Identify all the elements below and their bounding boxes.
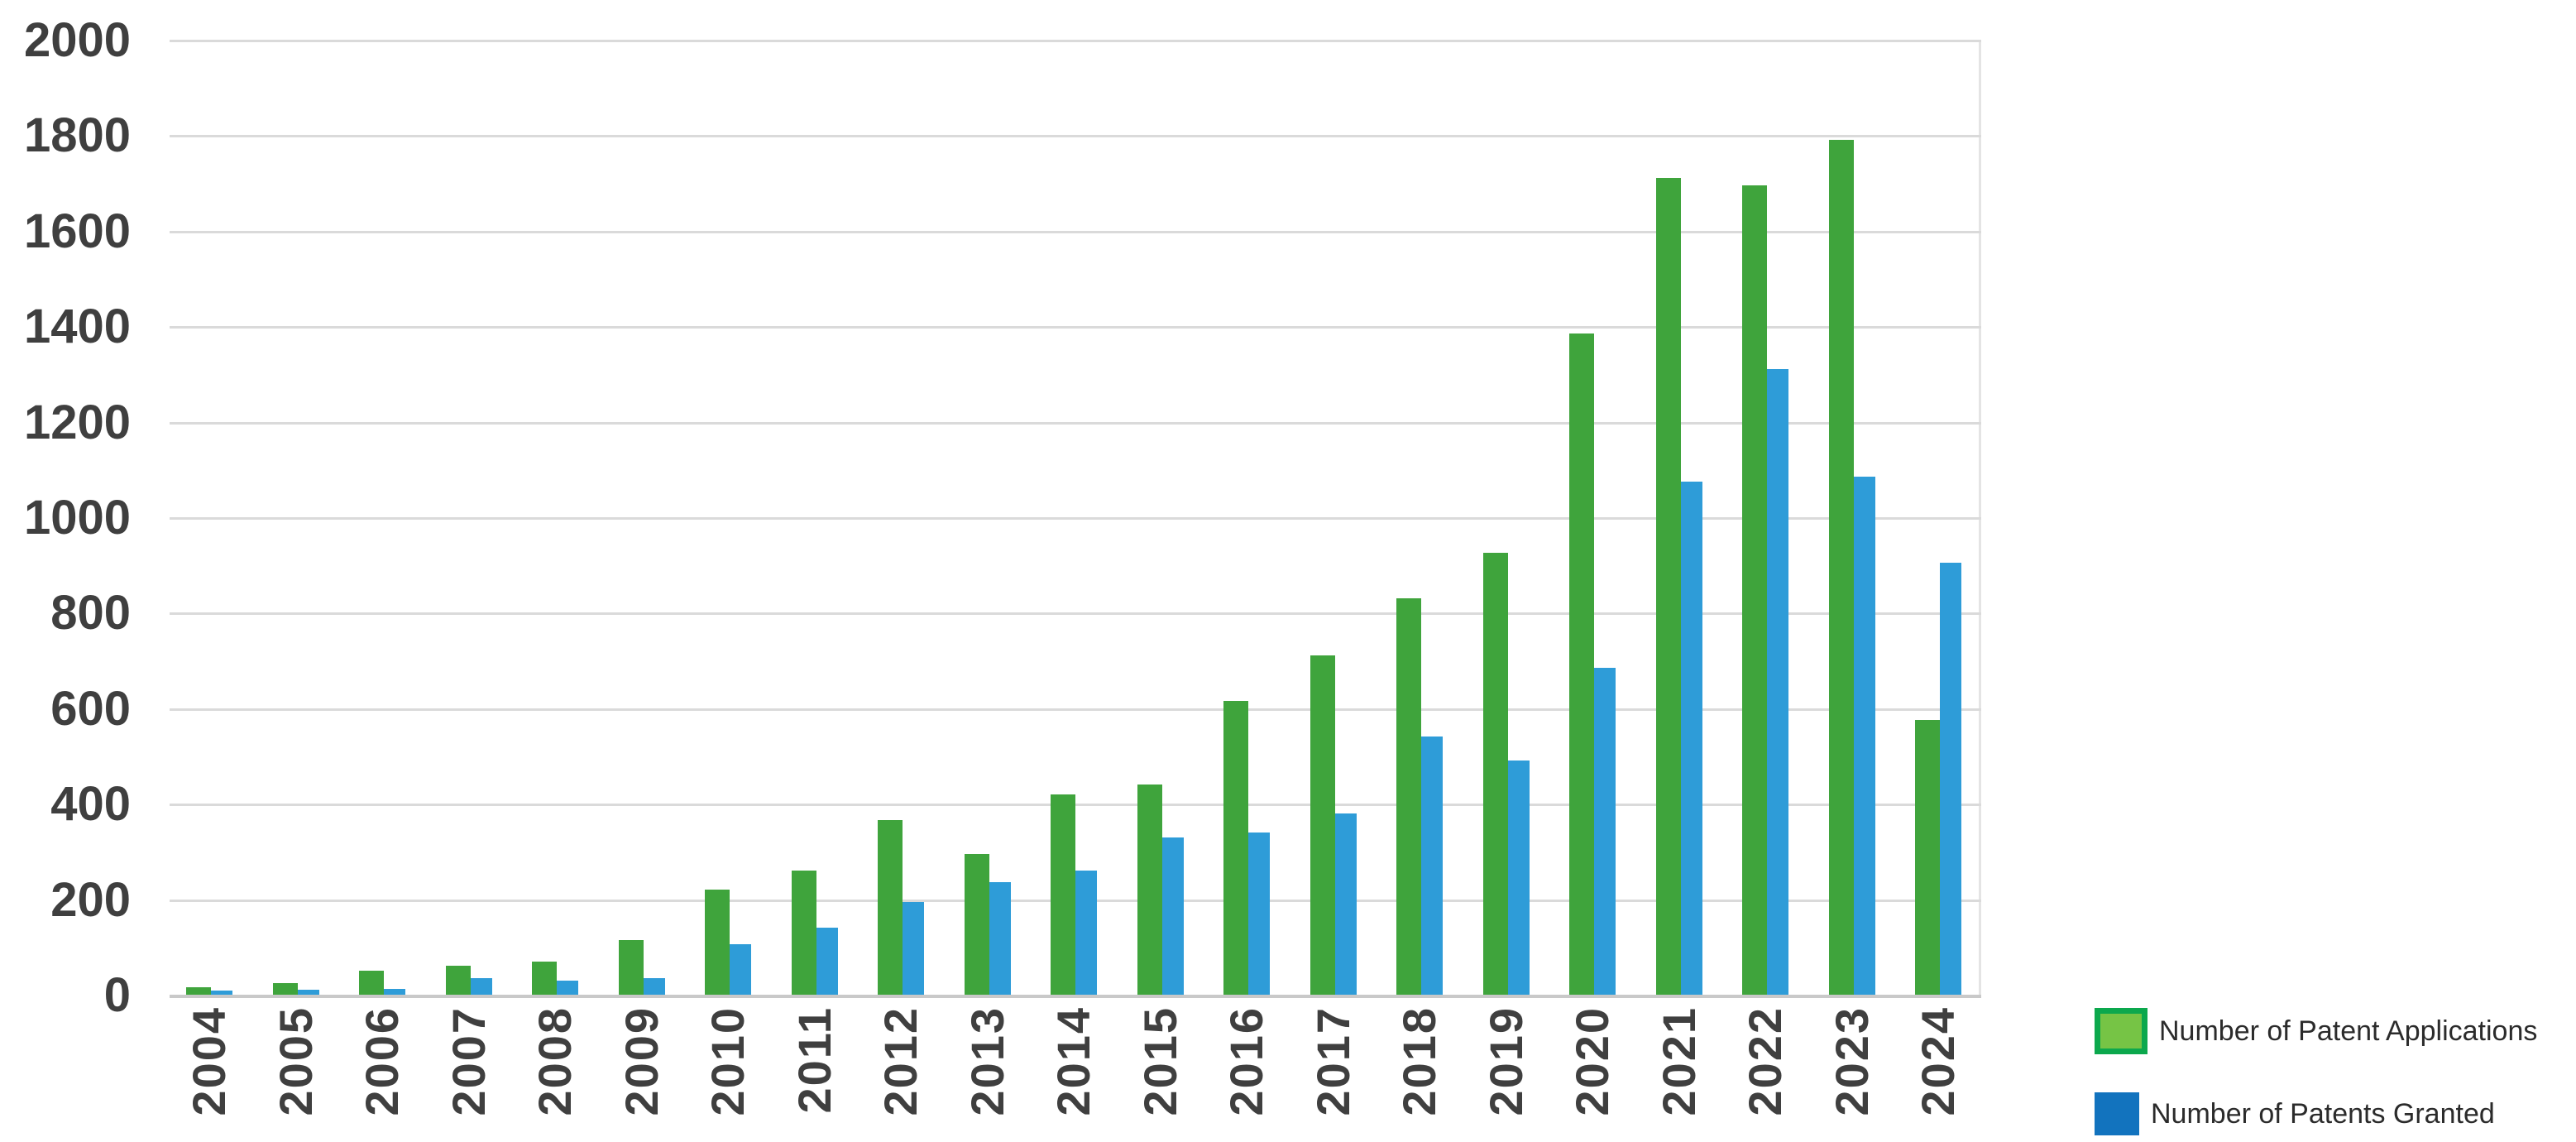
- bar-granted-2023: [1853, 477, 1875, 995]
- bar-applications-2004: [186, 987, 211, 995]
- x-axis-year-label: 2012: [874, 1006, 926, 1116]
- x-axis-baseline: [170, 995, 1981, 998]
- x-axis-year-label: 2013: [960, 1006, 1013, 1116]
- x-axis-year-label: 2016: [1220, 1006, 1272, 1116]
- x-axis-year-label: 2024: [1912, 1006, 1964, 1116]
- bar-granted-2004: [211, 991, 232, 995]
- x-axis-year-label: 2007: [442, 1006, 495, 1116]
- x-axis-year-label: 2015: [1133, 1006, 1186, 1116]
- x-axis-year-label: 2021: [1652, 1006, 1705, 1116]
- bar-applications-2019: [1482, 553, 1508, 995]
- y-axis-tick-label: 400: [50, 777, 131, 832]
- y-axis-tick-label: 2000: [23, 13, 131, 67]
- legend-swatch-applications-icon: [2095, 1008, 2147, 1054]
- bar-granted-2007: [470, 977, 492, 995]
- bar-granted-2010: [730, 944, 751, 995]
- gridline: [170, 708, 1981, 711]
- y-axis-tick-label: 1400: [23, 300, 131, 354]
- bar-granted-2021: [1680, 481, 1702, 995]
- bar-applications-2005: [272, 982, 298, 995]
- bar-applications-2006: [359, 971, 384, 995]
- legend: Number of Patent Applications Number of …: [2095, 1008, 2537, 1135]
- bar-applications-2012: [878, 820, 903, 995]
- bar-applications-2021: [1655, 178, 1681, 995]
- legend-label-granted: Number of Patents Granted: [2151, 1097, 2495, 1130]
- bar-granted-2013: [989, 882, 1011, 995]
- y-axis-tick-label: 0: [103, 968, 131, 1022]
- gridline: [170, 230, 1981, 233]
- x-axis-year-label: 2018: [1393, 1006, 1445, 1116]
- y-axis-tick-label: 1600: [23, 204, 131, 258]
- y-axis-tick-label: 1800: [23, 108, 131, 163]
- gridline: [170, 326, 1981, 329]
- bar-granted-2018: [1421, 737, 1443, 995]
- y-axis-tick-label: 800: [50, 586, 131, 641]
- y-axis-tick-label: 200: [50, 872, 131, 927]
- bar-applications-2020: [1569, 333, 1594, 995]
- bar-granted-2015: [1161, 837, 1184, 995]
- legend-label-applications: Number of Patent Applications: [2159, 1015, 2538, 1047]
- bar-granted-2016: [1248, 832, 1270, 995]
- bar-granted-2006: [384, 989, 405, 995]
- y-axis-tick-label: 600: [50, 681, 131, 736]
- bar-granted-2019: [1507, 761, 1530, 995]
- gridline: [170, 517, 1981, 520]
- bar-granted-2022: [1767, 369, 1788, 995]
- plot-area: [170, 40, 1981, 998]
- x-axis-year-label: 2010: [701, 1006, 754, 1116]
- x-axis-year-label: 2020: [1566, 1006, 1618, 1116]
- x-axis-year-label: 2004: [183, 1006, 235, 1116]
- bar-applications-2024: [1915, 720, 1940, 995]
- bar-granted-2024: [1940, 562, 1961, 995]
- y-axis-tick-label: 1200: [23, 395, 131, 449]
- y-axis-tick-label: 1000: [23, 491, 131, 545]
- x-axis-year-label: 2014: [1047, 1006, 1099, 1116]
- bar-granted-2017: [1334, 813, 1357, 995]
- x-axis-year-label: 2022: [1739, 1006, 1791, 1116]
- legend-swatch-granted-icon: [2095, 1092, 2139, 1135]
- bar-applications-2015: [1137, 785, 1162, 995]
- bar-granted-2009: [643, 977, 665, 995]
- bar-applications-2018: [1396, 598, 1421, 995]
- x-axis-year-label: 2005: [269, 1006, 322, 1116]
- x-axis-year-label: 2023: [1825, 1006, 1878, 1116]
- bar-applications-2022: [1742, 185, 1767, 995]
- bar-applications-2016: [1223, 701, 1248, 995]
- gridline: [170, 40, 1981, 42]
- bar-granted-2012: [903, 901, 924, 995]
- bar-applications-2008: [532, 961, 557, 995]
- gridline: [170, 421, 1981, 425]
- bar-granted-2011: [816, 928, 838, 995]
- bar-granted-2014: [1075, 871, 1097, 995]
- x-axis-year-label: 2009: [615, 1006, 668, 1116]
- bar-applications-2010: [705, 890, 730, 995]
- x-axis-year-label: 2019: [1479, 1006, 1532, 1116]
- gridline: [170, 804, 1981, 807]
- bar-applications-2013: [964, 853, 989, 995]
- bar-granted-2005: [297, 990, 319, 995]
- x-axis-year-label: 2017: [1306, 1006, 1359, 1116]
- legend-item-applications: Number of Patent Applications: [2095, 1008, 2537, 1054]
- bar-granted-2008: [557, 980, 578, 995]
- bar-applications-2023: [1828, 140, 1854, 995]
- x-axis-year-label: 2008: [529, 1006, 581, 1116]
- gridline: [170, 612, 1981, 616]
- bar-applications-2011: [791, 871, 816, 995]
- x-axis-year-label: 2006: [356, 1006, 408, 1116]
- gridline: [170, 135, 1981, 138]
- bar-applications-2009: [618, 939, 644, 995]
- bar-applications-2017: [1310, 655, 1335, 995]
- bar-applications-2014: [1051, 794, 1075, 995]
- legend-item-granted: Number of Patents Granted: [2095, 1092, 2537, 1135]
- x-axis-year-label: 2011: [788, 1006, 840, 1114]
- bar-applications-2007: [445, 966, 471, 995]
- bar-granted-2020: [1594, 667, 1616, 995]
